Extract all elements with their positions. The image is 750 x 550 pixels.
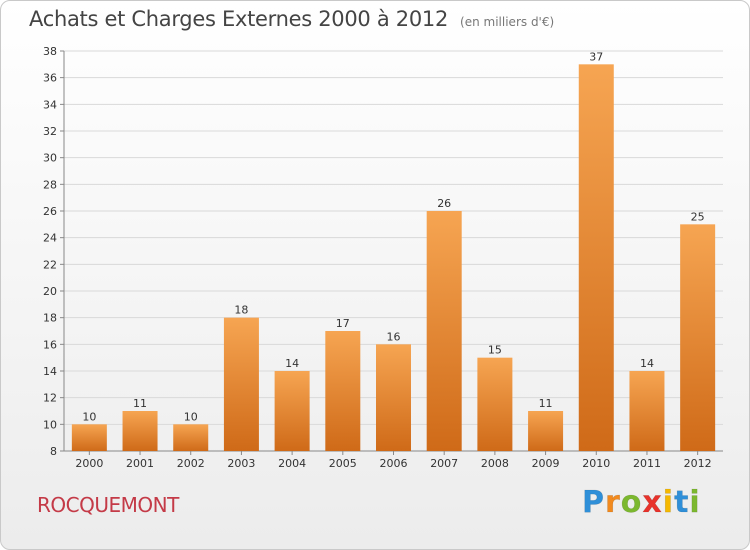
bar <box>223 317 259 451</box>
y-tick-label: 14 <box>43 365 57 378</box>
data-label: 11 <box>539 397 553 410</box>
y-tick-label: 16 <box>43 338 57 351</box>
y-tick-label: 18 <box>43 312 57 325</box>
brand-letter: t <box>674 485 690 521</box>
bar <box>325 331 361 451</box>
data-label: 18 <box>234 304 248 317</box>
y-tick-label: 38 <box>43 45 57 58</box>
y-tick-label: 26 <box>43 205 57 218</box>
x-tick-label: 2006 <box>380 457 408 470</box>
data-label: 10 <box>82 410 96 423</box>
data-label: 10 <box>184 410 198 423</box>
data-label: 17 <box>336 317 350 330</box>
axis-layer: 8 10 12 14 16 18 20 22 24 26 28 30 32 34 36 38 2000 2001 2… <box>43 45 723 470</box>
chart-title: Achats et Charges Externes 2000 à 2012 (e… <box>29 7 554 31</box>
x-tick-label: 2003 <box>227 457 255 470</box>
x-tick-label: 2012 <box>684 457 712 470</box>
bar <box>274 371 310 451</box>
bar <box>629 371 665 451</box>
chart-title-text: Achats et Charges Externes 2000 à 2012 <box>29 7 449 31</box>
y-tick-label: 12 <box>43 392 57 405</box>
brand-letter: o <box>620 485 643 521</box>
x-tick-label: 2002 <box>177 457 205 470</box>
x-tick-label: 2005 <box>329 457 357 470</box>
bar <box>477 357 513 451</box>
bar <box>173 424 209 451</box>
bar <box>680 224 716 451</box>
chart-unit: (en milliers d'€) <box>460 15 555 29</box>
data-label: 11 <box>133 397 147 410</box>
bar <box>122 411 158 451</box>
x-tick-label: 2007 <box>430 457 458 470</box>
data-label: 14 <box>640 357 654 370</box>
y-tick-label: 22 <box>43 258 57 271</box>
data-label: 14 <box>285 357 299 370</box>
data-label: 26 <box>437 197 451 210</box>
y-tick-label: 8 <box>50 445 57 458</box>
y-tick-label: 36 <box>43 72 57 85</box>
x-tick-label: 2004 <box>278 457 306 470</box>
data-label: 37 <box>589 50 603 63</box>
data-label: 15 <box>488 344 502 357</box>
x-tick-label: 2001 <box>126 457 154 470</box>
bar <box>71 424 107 451</box>
x-tick-label: 2009 <box>532 457 560 470</box>
data-label: 25 <box>691 210 705 223</box>
y-tick-label: 32 <box>43 125 57 138</box>
y-tick-label: 28 <box>43 178 57 191</box>
brand-letter: x <box>642 485 663 521</box>
x-tick-label: 2008 <box>481 457 509 470</box>
bar <box>528 411 564 451</box>
y-tick-label: 20 <box>43 285 57 298</box>
bar <box>426 211 462 451</box>
commune-name: ROCQUEMONT <box>37 493 179 517</box>
y-tick-label: 10 <box>43 418 57 431</box>
x-tick-label: 2011 <box>633 457 661 470</box>
bar <box>578 64 614 452</box>
bar <box>376 344 411 451</box>
y-tick-label: 24 <box>43 232 57 245</box>
proxiti-logo[interactable]: Proxiti <box>582 485 701 521</box>
brand-letter: i <box>662 485 675 521</box>
bar-layer <box>71 64 716 452</box>
y-tick-label: 30 <box>43 152 57 165</box>
y-tick-label: 34 <box>43 98 57 111</box>
label-layer: 10 11 10 18 14 17 16 26 15 11 37 14 25 <box>82 50 704 423</box>
x-tick-label: 2010 <box>582 457 610 470</box>
brand-letter: r <box>605 485 621 521</box>
brand-letter: P <box>582 485 605 521</box>
x-tick-label: 2000 <box>75 457 103 470</box>
brand-letter: i <box>689 485 701 521</box>
data-label: 16 <box>387 330 401 343</box>
